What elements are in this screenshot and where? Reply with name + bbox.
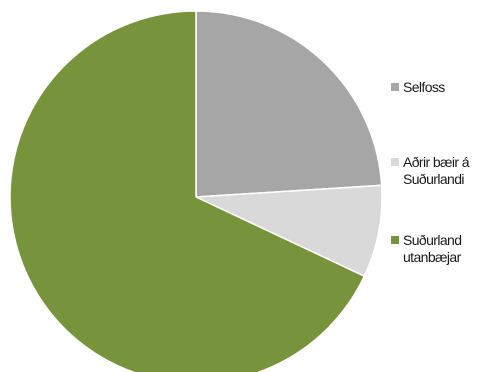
legend-label-adrir-baeir: Aðrir bæir á Suðurlandi (403, 154, 470, 187)
legend-item-sudurland-utanbaejar: Suðurland utanbæjar (391, 232, 462, 266)
legend-swatch-sudurland-utanbaejar (391, 236, 399, 244)
legend-item-adrir-baeir: Aðrir bæir á Suðurlandi (391, 154, 470, 188)
legend-swatch-selfoss (391, 83, 399, 91)
pie-slice-sudurland-utanbaejar (9, 10, 366, 372)
legend-label-sudurland-utanbaejar: Suðurland utanbæjar (403, 232, 462, 265)
pie-slice-adrir-baeir (195, 184, 383, 278)
pie-slice-selfoss (195, 10, 383, 198)
legend-label-selfoss: Selfoss (403, 79, 445, 95)
legend-swatch-adrir-baeir (391, 158, 399, 166)
chart-legend: Selfoss Aðrir bæir á Suðurlandi Suðurlan… (391, 0, 497, 372)
pie-chart (9, 10, 383, 372)
legend-item-selfoss: Selfoss (391, 79, 445, 96)
